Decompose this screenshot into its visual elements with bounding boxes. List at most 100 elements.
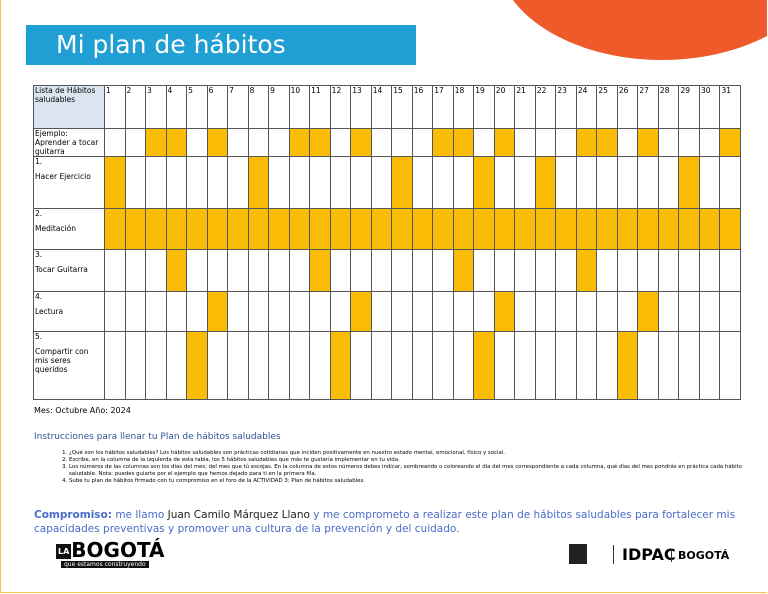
habit-label-cell: 5. Compartir con mis seres queridos (33, 331, 105, 400)
day-number: 28 (657, 85, 680, 129)
day-number: 2 (124, 85, 147, 129)
commitment: Compromiso: me llamo Juan Camilo Márquez… (34, 508, 754, 536)
marked-day (719, 208, 741, 250)
day-cell (719, 156, 741, 209)
day-cell (329, 128, 352, 157)
day-cell (186, 156, 208, 209)
marked-day (637, 208, 659, 250)
day-number: 10 (288, 85, 311, 129)
day-cell (329, 249, 352, 292)
day-cell (555, 249, 577, 292)
instructions-title: Instrucciones para llenar tu Plan de háb… (34, 432, 281, 442)
day-cell (514, 128, 536, 157)
marked-day (575, 208, 598, 250)
marked-day (596, 128, 618, 157)
day-cell (698, 249, 721, 292)
day-cell (268, 291, 290, 332)
commitment-name: Juan Camilo Márquez Llano (167, 509, 310, 521)
day-number: 20 (493, 85, 516, 129)
day-number: 14 (370, 85, 393, 129)
marked-day (678, 156, 700, 209)
day-number: 31 (719, 85, 741, 129)
day-cell (698, 331, 721, 400)
marked-day (165, 208, 188, 250)
habit-number: 5. (35, 332, 43, 341)
day-cell (268, 249, 290, 292)
habit-row: 5. Compartir con mis seres queridos (33, 331, 741, 400)
day-number: 13 (350, 85, 372, 129)
day-number: 17 (432, 85, 454, 129)
day-cell (616, 156, 639, 209)
marked-day (288, 208, 311, 250)
day-cell (534, 128, 557, 157)
day-cell (596, 156, 618, 209)
day-cell (555, 291, 577, 332)
habit-label: Compartir con mis seres queridos (35, 347, 89, 374)
day-cell (657, 291, 680, 332)
habit-number: 4. (35, 292, 43, 301)
day-cell (350, 156, 372, 209)
day-cell (206, 249, 229, 292)
marked-day (452, 208, 475, 250)
day-cell (534, 331, 557, 400)
marked-day (247, 156, 270, 209)
marked-day (329, 331, 352, 400)
marked-day (268, 208, 290, 250)
day-number: 22 (534, 85, 557, 129)
marked-day (206, 291, 229, 332)
month-line: Mes: Octubre Año: 2024 (34, 406, 131, 415)
day-cell (370, 156, 393, 209)
marked-day (534, 156, 557, 209)
day-cell (719, 249, 741, 292)
day-cell (370, 128, 393, 157)
habit-row: 2. Meditación (33, 208, 741, 250)
day-cell (247, 128, 270, 157)
marked-day (186, 331, 208, 400)
marked-day (350, 291, 372, 332)
day-cell (288, 249, 311, 292)
habit-label-cell: Ejemplo: Aprender a tocar guitarra (33, 128, 105, 157)
day-cell (124, 156, 147, 209)
marked-day (616, 331, 639, 400)
marked-day (493, 291, 516, 332)
marked-day (391, 156, 413, 209)
habit-label: Lectura (35, 307, 64, 316)
day-cell (616, 291, 639, 332)
commitment-intro: me llamo (115, 509, 165, 521)
marked-day (186, 208, 208, 250)
day-cell (165, 331, 188, 400)
marked-day (411, 208, 434, 250)
day-number: 4 (165, 85, 188, 129)
day-number: 11 (309, 85, 331, 129)
marked-day (288, 128, 311, 157)
day-cell (145, 331, 167, 400)
day-cell (186, 249, 208, 292)
day-cell (145, 249, 167, 292)
day-cell (350, 249, 372, 292)
day-cell (391, 249, 413, 292)
day-cell (309, 156, 331, 209)
marked-day (227, 208, 249, 250)
day-number: 7 (227, 85, 249, 129)
day-cell (309, 331, 331, 400)
marked-day (596, 208, 618, 250)
day-cell (104, 249, 126, 292)
habit-label: Hacer Ejercicio (35, 172, 91, 181)
marked-day (493, 208, 516, 250)
logo-prefix: LA (56, 544, 72, 559)
day-number: 27 (637, 85, 659, 129)
day-cell (616, 249, 639, 292)
day-cell (698, 128, 721, 157)
marked-day (391, 208, 413, 250)
habit-row: 4. Lectura (33, 291, 741, 332)
marked-day (350, 128, 372, 157)
day-number: 1 (104, 85, 126, 129)
day-cell (514, 249, 536, 292)
day-cell (145, 156, 167, 209)
marked-day (473, 208, 495, 250)
day-cell (329, 156, 352, 209)
marked-day (124, 208, 147, 250)
day-cell (165, 156, 188, 209)
habit-label-cell: 3. Tocar Guitarra (33, 249, 105, 292)
day-cell (637, 331, 659, 400)
